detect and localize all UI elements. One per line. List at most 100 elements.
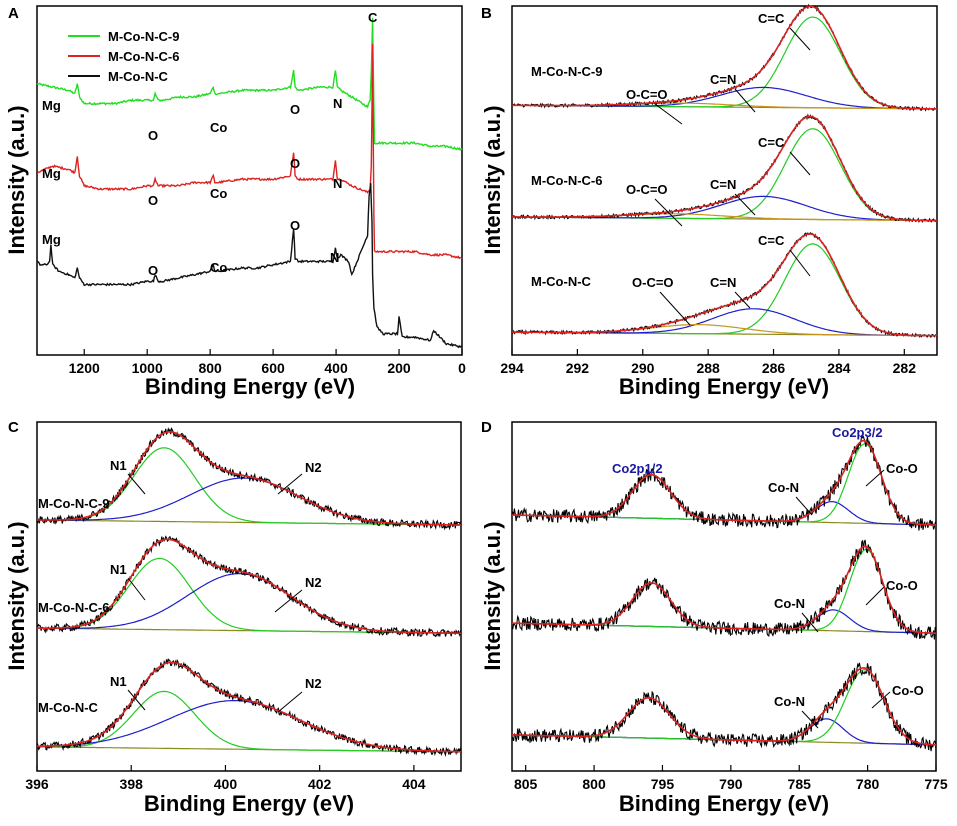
c-leader xyxy=(127,473,146,495)
b-leader xyxy=(734,291,751,309)
panel-c-annotations: M-Co-N-C-9 M-Co-N-C-6 M-Co-N-C N1 N1 N1 … xyxy=(38,458,322,715)
d-leader xyxy=(795,496,813,516)
panel-b-annotations: M-Co-N-C-9 M-Co-N-C-6 M-Co-N-C C=C C=C C… xyxy=(531,11,811,326)
b-oco-9: O-C=O xyxy=(626,87,668,102)
peak-Co-N xyxy=(512,609,936,634)
panel-a-frame xyxy=(36,5,463,356)
panel-a-annotations: Mg Mg Mg O O O Co Co Co O O O N N N C xyxy=(42,10,378,278)
x-tick-label: 790 xyxy=(719,776,743,792)
ann-mg-6: Mg xyxy=(42,166,61,181)
c-sample-6: M-Co-N-C-6 xyxy=(38,600,109,615)
fit-envelope xyxy=(37,661,461,753)
x-tick-label: 0 xyxy=(458,360,466,376)
c-leader xyxy=(277,691,303,713)
x-tick-label: 800 xyxy=(582,776,606,792)
raw-data-line xyxy=(511,662,937,752)
c-n2-6: N2 xyxy=(305,575,322,590)
x-tick-label: 780 xyxy=(856,776,880,792)
x-tick-label: 775 xyxy=(924,776,948,792)
x-tick-label: 800 xyxy=(198,360,222,376)
series-line-M-Co-N-C-6 xyxy=(36,43,463,260)
peak-C=C xyxy=(512,16,937,110)
fit-envelope xyxy=(37,538,461,634)
fit-envelope xyxy=(511,666,936,746)
x-tick-label: 1200 xyxy=(69,360,100,376)
ann-o2-0: O xyxy=(290,218,300,233)
raw-data-line xyxy=(511,113,938,224)
ann-mg-9: Mg xyxy=(42,98,61,113)
panel-a-legend: M-Co-N-C-9 M-Co-N-C-6 M-Co-N-C xyxy=(68,29,179,84)
ann-o-6: O xyxy=(148,193,158,208)
raw-data-line xyxy=(511,434,937,531)
ann-o-9: O xyxy=(148,128,158,143)
d-leader-lines xyxy=(795,469,891,729)
series-line-M-Co-N-C xyxy=(36,183,463,349)
x-tick-label: 600 xyxy=(261,360,285,376)
b-sample-6: M-Co-N-C-6 xyxy=(531,173,602,188)
c-leader xyxy=(127,577,146,601)
series-line-M-Co-N-C-9 xyxy=(36,17,463,152)
raw-data-line xyxy=(36,535,462,638)
b-oco-6: O-C=O xyxy=(626,182,668,197)
x-tick-label: 1000 xyxy=(132,360,163,376)
panel-b-series xyxy=(511,3,938,339)
b-cc-9: C=C xyxy=(758,11,785,26)
b-leader xyxy=(734,88,756,113)
b-cc-6: C=C xyxy=(758,135,785,150)
c-n1-6: N1 xyxy=(110,562,127,577)
legend-label-9: M-Co-N-C-9 xyxy=(108,29,179,44)
c-n1-0: N1 xyxy=(110,674,127,689)
c-n2-9: N2 xyxy=(305,460,322,475)
ann-mg-0: Mg xyxy=(42,232,61,247)
x-tick-label: 805 xyxy=(514,776,538,792)
fit-envelope xyxy=(512,115,938,222)
panel-c-letter: C xyxy=(8,419,19,436)
panel-c-ylabel: Intensity (a.u.) xyxy=(4,521,29,670)
peak-N1 xyxy=(37,557,461,634)
d-leader xyxy=(801,710,819,729)
c-n1-9: N1 xyxy=(110,458,127,473)
x-tick-label: 290 xyxy=(631,360,655,376)
d-leader xyxy=(801,612,819,633)
d-con-top: Co-N xyxy=(768,480,799,495)
panel-c-series xyxy=(36,427,462,757)
panel-d: D 805 800 795 790 785 780 775 Binding Energy (… xyxy=(480,419,948,816)
b-oco-0: O-C=O xyxy=(632,275,674,290)
panel-c-xlabel: Binding Energy (eV) xyxy=(144,791,354,816)
panel-b-letter: B xyxy=(481,5,492,22)
panel-a: A 1200 1000 800 600 400 200 0 Binding Energy (… xyxy=(4,5,466,399)
fit-envelope xyxy=(37,430,461,526)
b-leader xyxy=(654,103,683,125)
d-leader xyxy=(871,691,891,709)
b-leader xyxy=(654,198,683,227)
panel-d-frame xyxy=(511,421,937,772)
fit-envelope xyxy=(512,545,936,634)
panel-b: B 294 292 290 288 286 284 282 Binding Energy (… xyxy=(480,3,938,399)
x-tick-label: 400 xyxy=(214,776,238,792)
x-tick-label: 404 xyxy=(402,776,426,792)
c-leader xyxy=(277,473,303,495)
b-leader xyxy=(789,27,811,51)
fit-envelope xyxy=(512,440,936,526)
panel-d-xlabel: Binding Energy (eV) xyxy=(619,791,829,816)
panel-d-series xyxy=(511,434,937,752)
fit-envelope xyxy=(512,233,937,337)
x-tick-label: 292 xyxy=(566,360,590,376)
panel-d-annotations: Co2p1/2 Co2p3/2 Co-N Co-N Co-N Co-O Co-O… xyxy=(612,425,924,729)
panel-c-frame xyxy=(36,421,462,772)
x-tick-label: 402 xyxy=(308,776,332,792)
ann-o2-6: O xyxy=(290,156,300,171)
panel-a-ylabel: Intensity (a.u.) xyxy=(4,105,29,254)
c-sample-9: M-Co-N-C-9 xyxy=(38,496,109,511)
c-sample-0: M-Co-N-C xyxy=(38,700,99,715)
b-leader xyxy=(734,193,756,216)
x-tick-label: 200 xyxy=(387,360,411,376)
panel-a-letter: A xyxy=(8,5,19,22)
raw-data-line xyxy=(36,427,462,531)
ann-n-9: N xyxy=(333,96,342,111)
panel-a-series xyxy=(36,17,463,349)
b-leader xyxy=(659,291,691,326)
x-tick-label: 785 xyxy=(788,776,812,792)
c-leader-lines xyxy=(127,473,303,713)
